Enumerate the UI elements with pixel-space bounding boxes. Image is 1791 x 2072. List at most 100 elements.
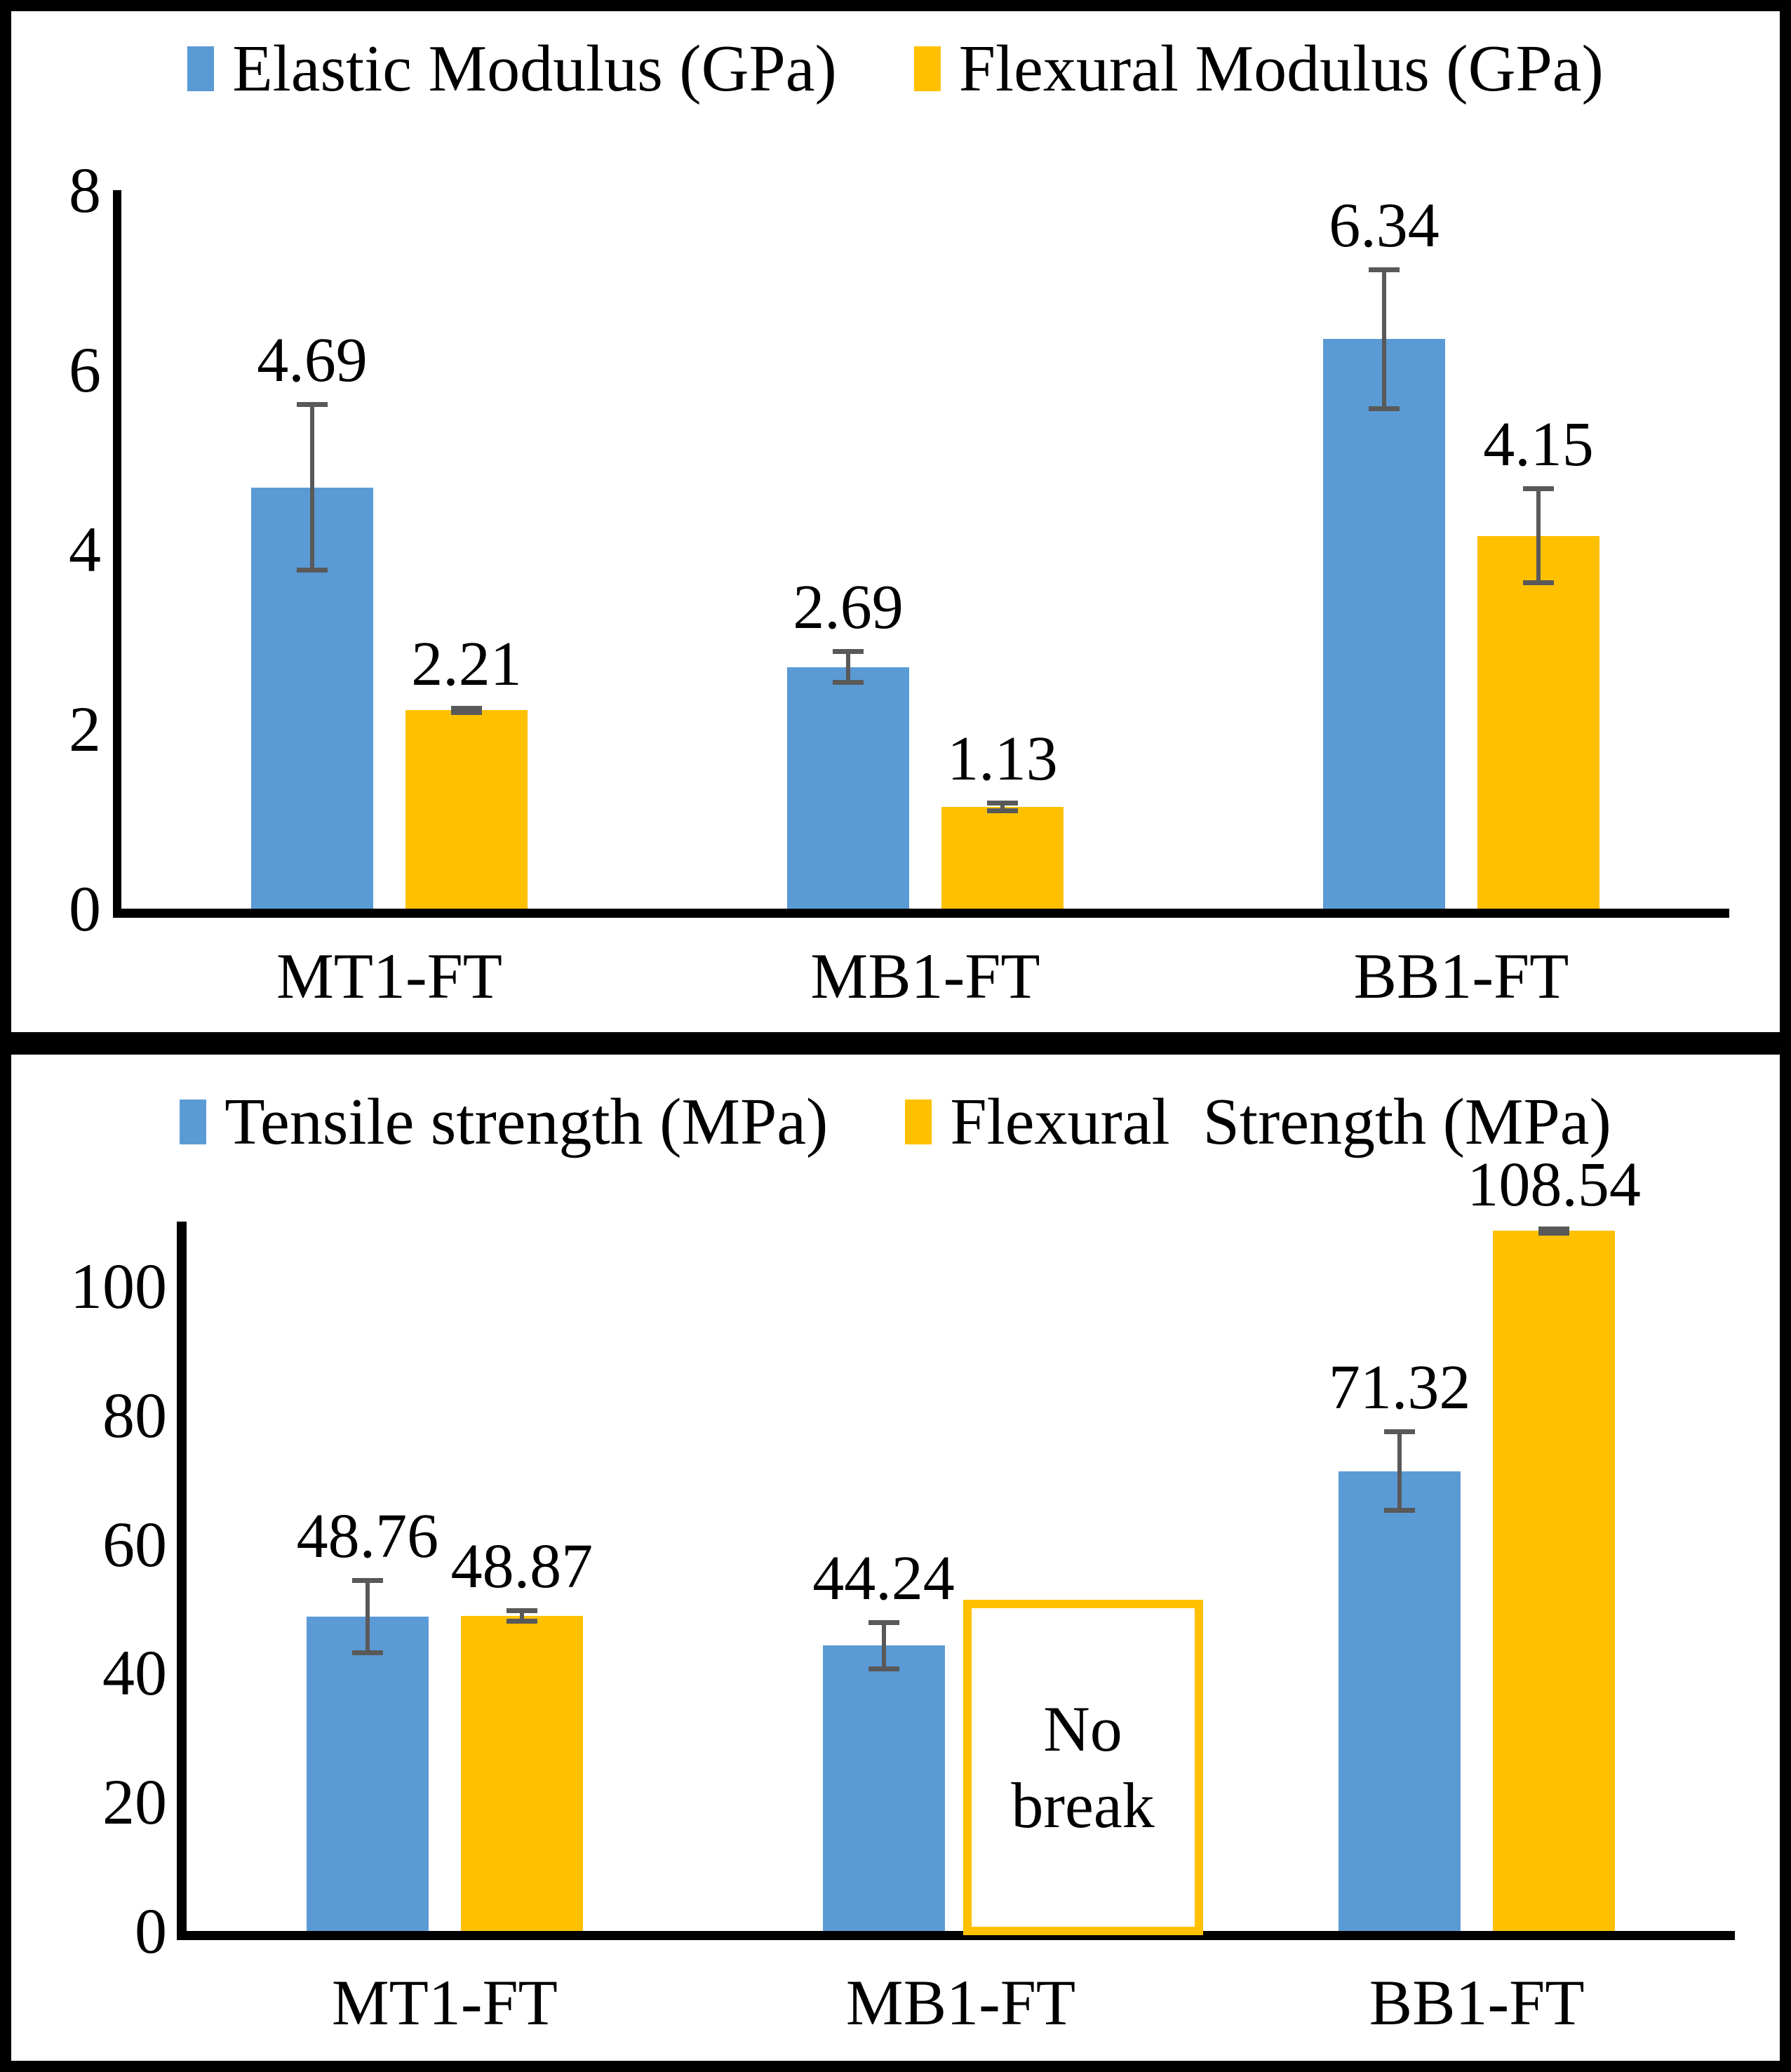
error-bar-line xyxy=(1536,486,1541,586)
y-tick-label: 100 xyxy=(70,1250,167,1322)
error-bar-cap xyxy=(1523,486,1554,492)
plot-area: 48.76 44.24 71.32 48.87 No break 108.54 xyxy=(187,1154,1735,1935)
error-bar-cap xyxy=(1538,1230,1570,1236)
y-tick-label: 2 xyxy=(69,693,101,765)
error-bar xyxy=(987,801,1018,814)
error-bar-cap xyxy=(868,1666,899,1672)
error-bar-cap xyxy=(351,1650,383,1655)
legend-label: Elastic Modulus (GPa) xyxy=(232,32,837,105)
error-bar-cap xyxy=(833,649,864,655)
error-bar xyxy=(351,1577,383,1655)
error-bar-cap xyxy=(506,1608,537,1613)
error-bar-cap xyxy=(868,1619,899,1625)
error-bar xyxy=(506,1608,537,1624)
legend-label: Tensile strength (MPa) xyxy=(224,1085,829,1158)
error-bar xyxy=(1523,486,1554,586)
error-bar-cap xyxy=(451,709,482,715)
y-axis-ticks: 100 80 60 40 20 0 xyxy=(11,1222,167,1963)
legend: Elastic Modulus (GPa) Flexural Modulus (G… xyxy=(11,31,1780,107)
error-bar-cap xyxy=(987,808,1018,814)
error-bar xyxy=(1384,1429,1416,1513)
bar-mb1-ft-series1 xyxy=(822,1645,945,1931)
error-bar-cap xyxy=(833,680,864,686)
y-tick-label: 20 xyxy=(102,1766,167,1838)
value-label: 4.69 xyxy=(257,326,368,396)
error-bar-cap xyxy=(451,705,482,711)
y-axis-line xyxy=(177,1222,187,1939)
legend: Tensile strength (MPa) Flexural Strength … xyxy=(11,1084,1780,1160)
bar-mt1-ft-series2 xyxy=(405,710,528,909)
legend-label: Flexural Strength (MPa) xyxy=(950,1085,1611,1158)
legend-item: Flexural Strength (MPa) xyxy=(905,1084,1611,1160)
y-tick-label: 4 xyxy=(69,514,101,585)
legend-swatch-icon xyxy=(180,1100,207,1144)
bar-bb1-ft-series1 xyxy=(1339,1471,1461,1931)
x-axis-line xyxy=(177,1931,1735,1940)
x-category-label: MB1-FT xyxy=(810,940,1040,1012)
y-axis-line xyxy=(113,190,121,917)
error-bar xyxy=(1369,267,1400,411)
error-bar-cap xyxy=(297,568,328,573)
bar-mt1-ft-series1 xyxy=(306,1616,429,1931)
no-break-annotation-box: No break xyxy=(962,1600,1203,1935)
y-tick-label: 40 xyxy=(102,1637,167,1709)
y-tick-label: 0 xyxy=(135,1895,167,1967)
error-bar-line xyxy=(881,1619,886,1672)
legend-item: Elastic Modulus (GPa) xyxy=(187,31,837,107)
value-label: 1.13 xyxy=(947,724,1058,794)
value-label: 4.15 xyxy=(1483,410,1594,480)
y-tick-label: 60 xyxy=(102,1508,167,1580)
error-bar-cap xyxy=(351,1577,383,1583)
bar-mt1-ft-series2 xyxy=(460,1615,583,1931)
error-bar-cap xyxy=(987,801,1018,806)
plot-area: 4.69 2.69 6.34 2.21 1.13 4.15 xyxy=(121,190,1729,909)
error-bar-cap xyxy=(1369,406,1400,411)
error-bar xyxy=(451,705,482,715)
value-label: 44.24 xyxy=(812,1543,955,1613)
bar-bb1-ft-series2 xyxy=(1477,535,1599,909)
error-bar-cap xyxy=(297,402,328,408)
error-bar xyxy=(833,649,864,686)
value-label: 6.34 xyxy=(1329,191,1440,261)
error-bar-cap xyxy=(1384,1508,1416,1513)
bar-bb1-ft-series1 xyxy=(1323,339,1445,909)
legend-swatch-icon xyxy=(913,46,941,91)
error-bar-cap xyxy=(506,1618,537,1624)
value-label: 48.87 xyxy=(450,1531,593,1601)
x-category-label: MT1-FT xyxy=(276,940,502,1012)
error-bar-line xyxy=(1000,801,1005,814)
chart-panel: Elastic Modulus (GPa) Flexural Modulus (G… xyxy=(0,0,1791,1043)
y-tick-label: 8 xyxy=(69,154,101,226)
y-tick-label: 80 xyxy=(102,1379,167,1451)
value-label: 108.54 xyxy=(1467,1150,1641,1219)
error-bar-line xyxy=(1382,267,1386,411)
value-label: 2.21 xyxy=(411,629,522,699)
value-label: 48.76 xyxy=(296,1501,439,1571)
x-axis-labels: MT1-FT MB1-FT BB1-FT xyxy=(187,1970,1735,2047)
legend-swatch-icon xyxy=(187,46,215,91)
x-axis-labels: MT1-FT MB1-FT BB1-FT xyxy=(121,944,1729,1021)
error-bar xyxy=(868,1619,899,1672)
error-bar-line xyxy=(519,1608,524,1624)
y-tick-label: 6 xyxy=(69,334,101,406)
error-bar-cap xyxy=(1538,1227,1570,1231)
y-tick-label: 0 xyxy=(69,873,101,944)
bar-bb1-ft-series2 xyxy=(1493,1231,1616,1931)
chart-panel: Tensile strength (MPa) Flexural Strength … xyxy=(0,1043,1791,2072)
error-bar xyxy=(297,402,328,573)
x-category-label: MB1-FT xyxy=(845,1967,1076,2038)
no-break-text: break xyxy=(1011,1770,1155,1842)
no-break-text: No xyxy=(1043,1693,1122,1765)
x-category-label: MT1-FT xyxy=(331,1967,558,2038)
error-bar-cap xyxy=(1523,580,1554,586)
bar-mb1-ft-series2 xyxy=(941,807,1064,909)
x-category-label: BB1-FT xyxy=(1353,940,1569,1012)
x-axis-line xyxy=(113,909,1729,918)
legend-item: Tensile strength (MPa) xyxy=(180,1084,828,1160)
error-bar-cap xyxy=(1369,267,1400,273)
legend-label: Flexural Modulus (GPa) xyxy=(958,32,1604,105)
value-label: 71.32 xyxy=(1328,1352,1471,1422)
value-label: 2.69 xyxy=(793,573,904,643)
x-category-label: BB1-FT xyxy=(1369,1967,1585,2038)
